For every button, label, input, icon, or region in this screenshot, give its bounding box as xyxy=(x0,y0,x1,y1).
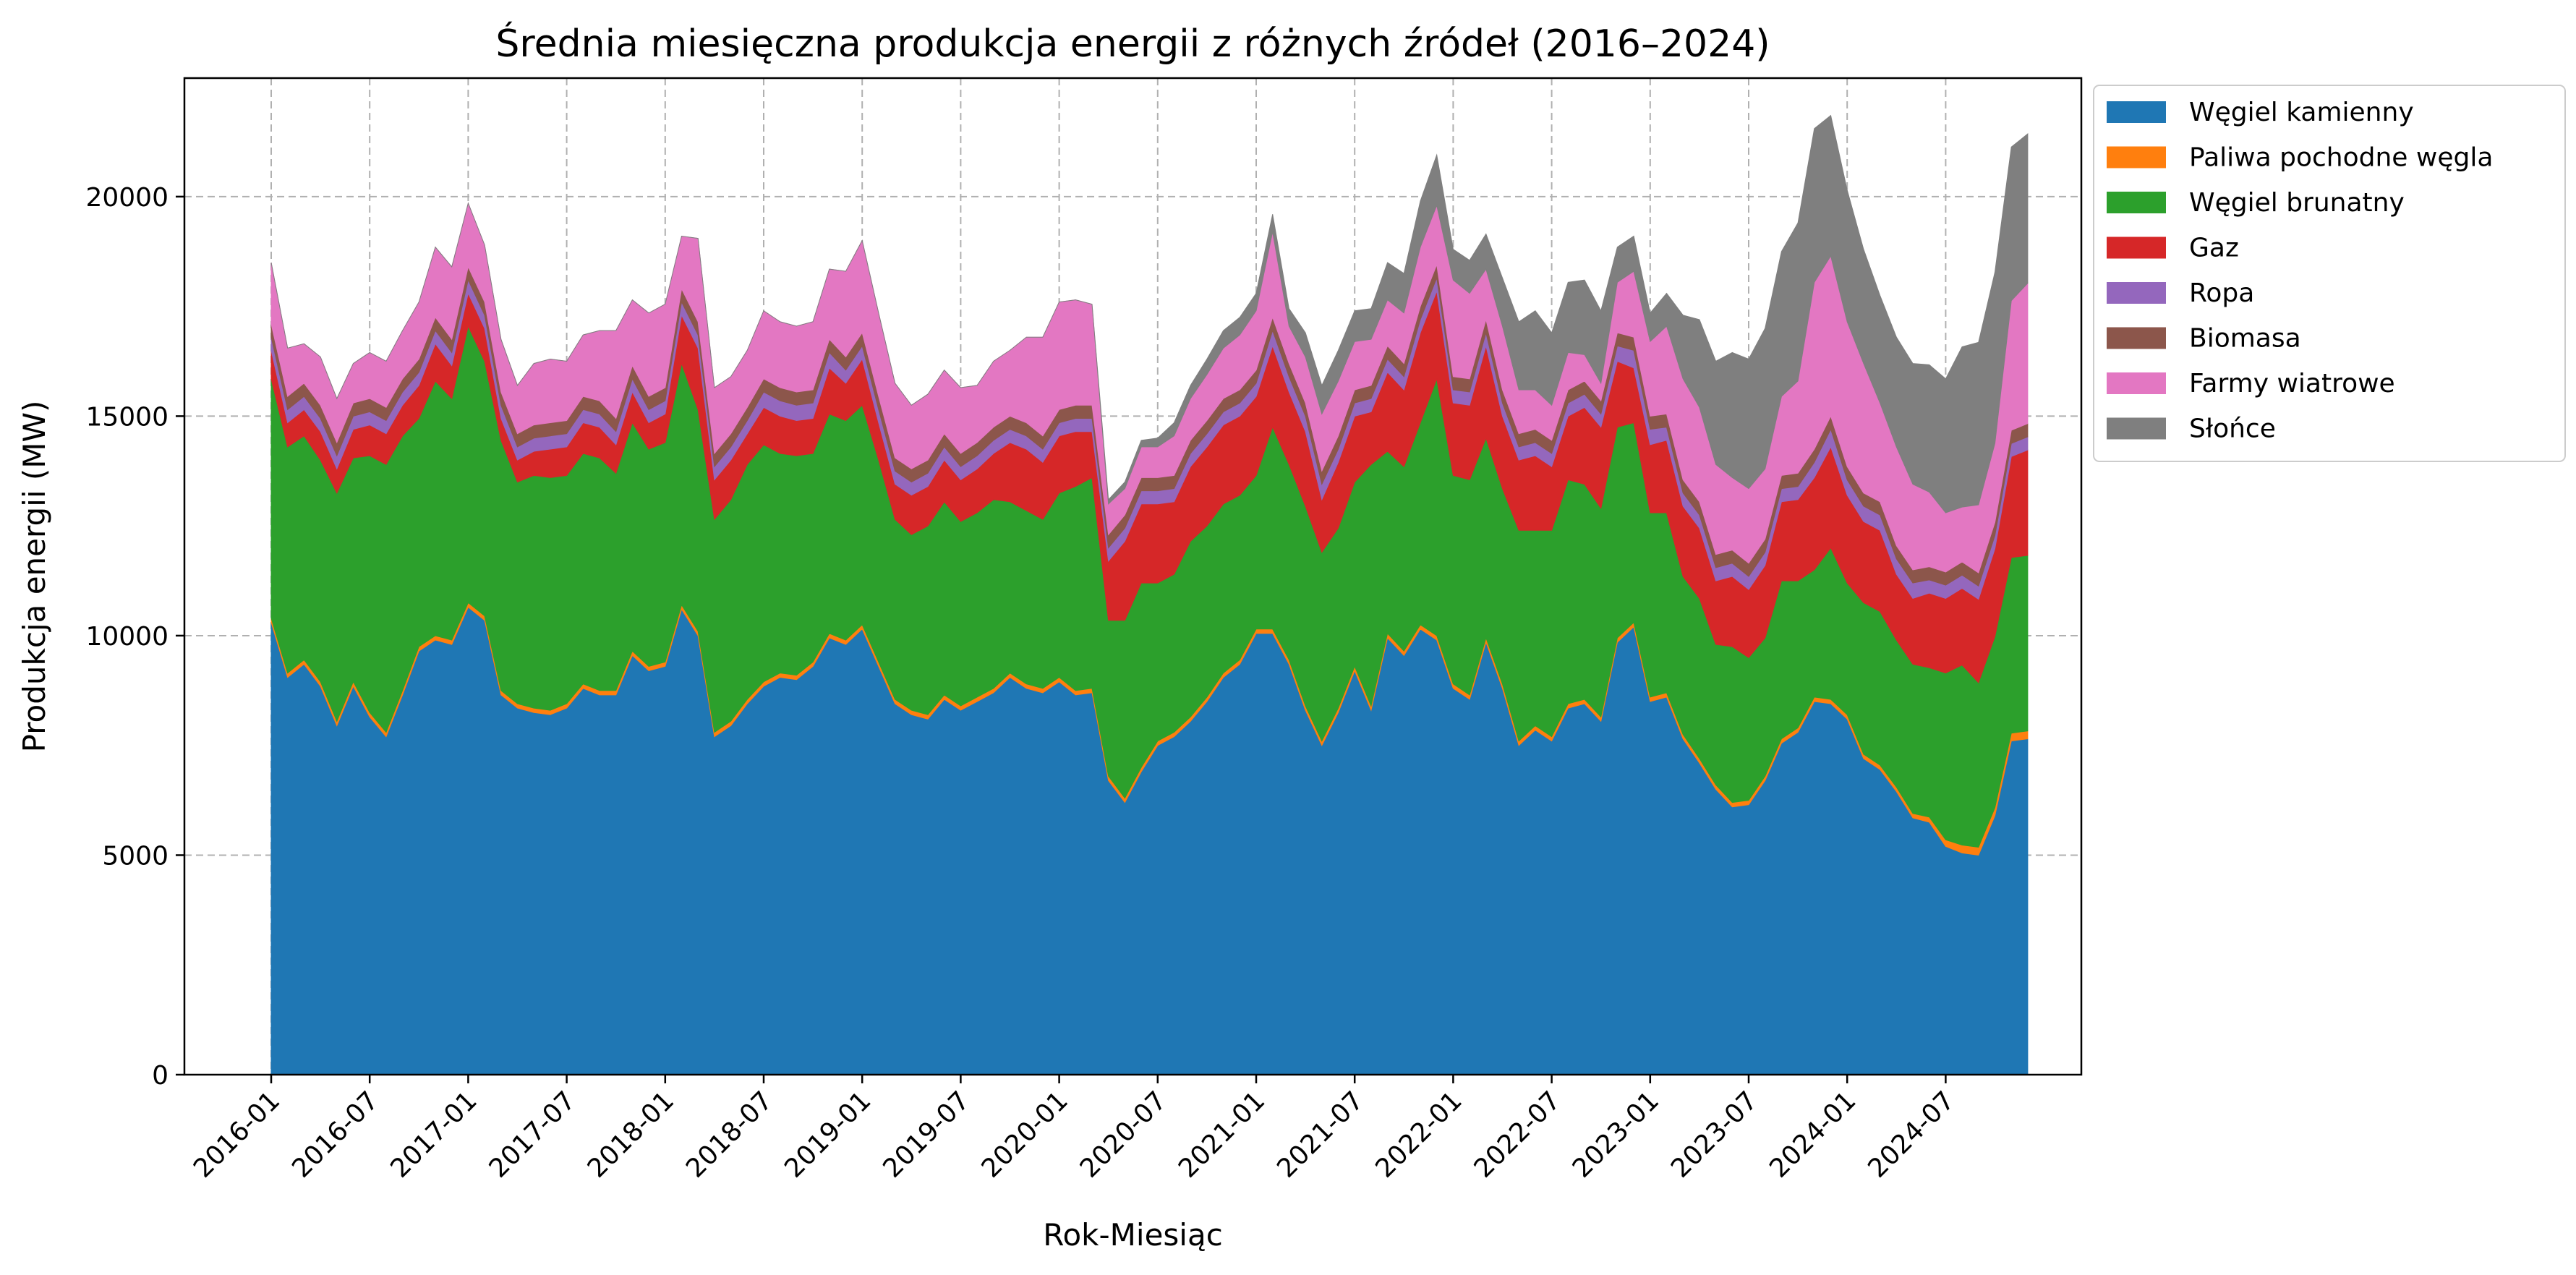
plot-frame xyxy=(183,77,2083,1076)
y-axis-title: Produkcja energii (MW) xyxy=(17,401,52,753)
legend-swatch xyxy=(2107,372,2166,394)
y-tick-label: 20000 xyxy=(85,183,169,213)
legend-label: Farmy wiatrowe xyxy=(2189,369,2395,398)
legend-box xyxy=(2093,85,2566,462)
y-tick-label: 15000 xyxy=(85,402,169,432)
legend-label: Węgiel kamienny xyxy=(2189,98,2414,127)
y-tick-label: 5000 xyxy=(102,841,169,871)
legend-swatch xyxy=(2107,417,2166,440)
legend-swatch xyxy=(2107,282,2166,304)
legend-swatch xyxy=(2107,146,2166,169)
legend: Węgiel kamienny Paliwa pochodne węgla Węgi… xyxy=(2093,85,2566,462)
area-series-7 xyxy=(270,114,2029,513)
legend-swatch xyxy=(2107,327,2166,349)
stacked-areas xyxy=(270,114,2029,1075)
legend-label: Węgiel brunatny xyxy=(2189,188,2405,218)
legend-label: Biomasa xyxy=(2189,324,2301,354)
legend-swatch xyxy=(2107,192,2166,213)
chart-title: Średnia miesięczna produkcja energii z r… xyxy=(495,21,1770,66)
legend-swatch xyxy=(2107,101,2166,123)
legend-label: Słońce xyxy=(2189,414,2276,444)
y-tick-label: 10000 xyxy=(85,622,169,652)
legend-label: Paliwa pochodne węgla xyxy=(2189,143,2493,173)
x-axis-title: Rok-Miesiąc xyxy=(1043,1217,1223,1253)
legend-label: Gaz xyxy=(2189,234,2239,263)
legend-swatch xyxy=(2107,236,2166,259)
legend-label: Ropa xyxy=(2189,278,2254,308)
y-tick-label: 0 xyxy=(152,1061,169,1091)
